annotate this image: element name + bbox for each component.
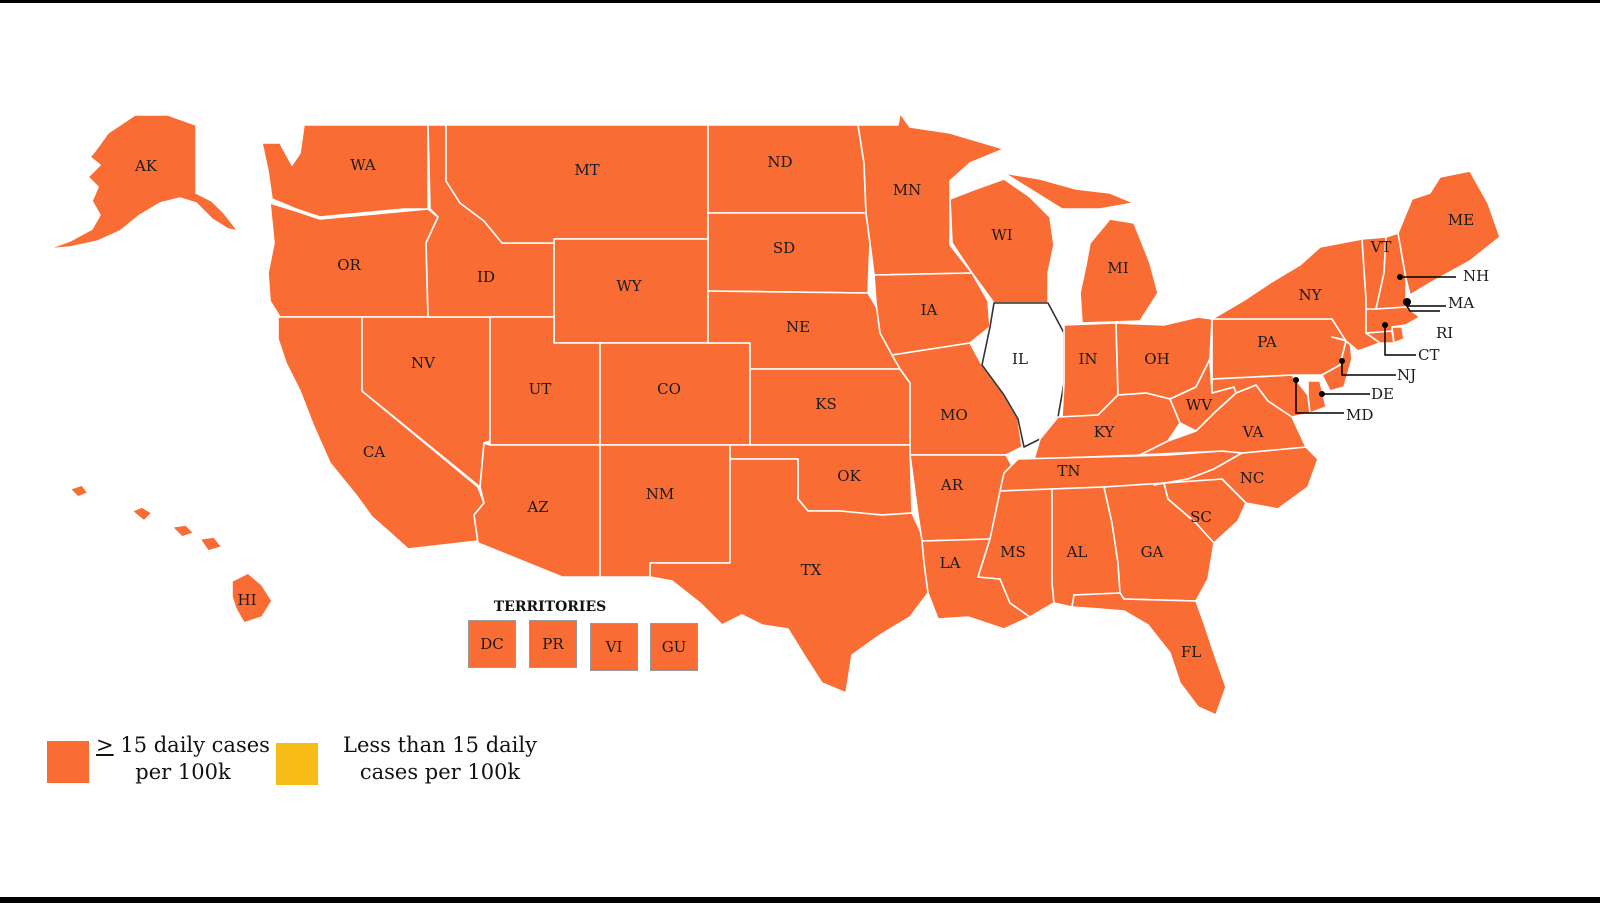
label-mn: MN (893, 181, 921, 199)
state-labels: AK WA OR CA NV ID MT WY UT CO AZ NM ND S… (134, 153, 1489, 661)
state-md (1211, 374, 1311, 418)
legend-high-line1: 15 daily cases (113, 733, 270, 757)
state-hi (171, 524, 195, 538)
map-frame: AK WA OR CA NV ID MT WY UT CO AZ NM ND S… (0, 3, 1600, 897)
label-fl: FL (1181, 643, 1201, 661)
state-tx (649, 458, 929, 694)
label-id: ID (477, 268, 495, 286)
territory-gu: GU (650, 623, 698, 671)
territory-dc: DC (468, 620, 516, 668)
label-tn: TN (1057, 462, 1080, 480)
state-wi (949, 178, 1055, 304)
legend-swatch-low (276, 743, 318, 785)
state-fl (1071, 592, 1227, 716)
label-ar: AR (940, 476, 964, 494)
label-ca: CA (363, 443, 385, 461)
label-co: CO (657, 380, 681, 398)
label-ny: NY (1298, 286, 1322, 304)
callout-leaders (1295, 276, 1456, 414)
legend-swatch-high (47, 741, 89, 783)
label-mo: MO (940, 406, 968, 424)
state-pa (1211, 318, 1347, 380)
state-hi (69, 484, 89, 498)
legend-low-line2: cases per 100k (359, 760, 521, 784)
label-al: AL (1066, 543, 1088, 561)
label-tx: TX (801, 561, 822, 579)
state-ca (277, 316, 485, 550)
state-ak (47, 114, 239, 250)
label-nj: NJ (1397, 366, 1416, 384)
label-in: IN (1078, 350, 1097, 368)
label-wv: WV (1186, 396, 1213, 414)
label-mt: MT (574, 161, 599, 179)
territories-title: TERRITORIES (493, 599, 607, 615)
legend-label-high: > 15 daily cases per 100k (92, 732, 274, 786)
label-or: OR (337, 256, 361, 274)
label-az: AZ (526, 498, 548, 516)
label-ia: IA (921, 301, 938, 319)
label-va: VA (1242, 423, 1264, 441)
state-mo (891, 342, 1023, 456)
label-md: MD (1346, 406, 1373, 424)
territory-vi: VI (590, 623, 638, 671)
state-hi (231, 572, 273, 624)
label-nv: NV (411, 354, 436, 372)
legend-ge-symbol: > (96, 733, 114, 757)
state-wa (261, 124, 429, 218)
state-ri (1391, 326, 1405, 344)
label-ct: CT (1418, 346, 1439, 364)
label-nc: NC (1240, 469, 1265, 487)
label-ms: MS (1000, 543, 1026, 561)
state-mi (1079, 218, 1159, 324)
label-wi: WI (991, 226, 1012, 244)
territory-pr: PR (529, 620, 577, 668)
label-ne: NE (786, 318, 810, 336)
states-layer (47, 112, 1501, 716)
territory-pr-label: PR (542, 635, 564, 653)
label-la: LA (940, 554, 961, 572)
label-me: ME (1448, 211, 1474, 229)
legend-label-low: Less than 15 daily cases per 100k (334, 732, 546, 786)
label-sd: SD (773, 239, 795, 257)
state-mi (1003, 172, 1135, 210)
label-ri: RI (1436, 324, 1453, 342)
label-pa: PA (1257, 333, 1277, 351)
legend-low-line1: Less than 15 daily (343, 733, 537, 757)
label-hi: HI (237, 591, 256, 609)
state-sd (707, 212, 871, 294)
callout-dots (1293, 274, 1411, 397)
label-nh: NH (1463, 267, 1489, 285)
label-wa: WA (350, 156, 376, 174)
state-hi (199, 536, 223, 552)
territory-vi-label: VI (605, 638, 623, 656)
label-ky: KY (1094, 423, 1116, 441)
label-ok: OK (837, 467, 861, 485)
state-hi (131, 506, 153, 522)
label-ma: MA (1448, 294, 1474, 312)
label-vt: VT (1370, 238, 1392, 256)
label-nd: ND (767, 153, 792, 171)
label-sc: SC (1190, 508, 1212, 526)
label-ga: GA (1141, 543, 1164, 561)
label-de: DE (1371, 385, 1394, 403)
state-de (1307, 380, 1327, 414)
territory-dc-label: DC (480, 635, 504, 653)
label-wy: WY (616, 277, 642, 295)
us-map: AK WA OR CA NV ID MT WY UT CO AZ NM ND S… (47, 112, 1501, 716)
state-mn (857, 112, 1005, 276)
label-ut: UT (529, 380, 552, 398)
label-ks: KS (815, 395, 836, 413)
territory-gu-label: GU (661, 638, 687, 656)
state-nj (1321, 336, 1353, 392)
state-me (1397, 170, 1501, 296)
legend-high-line2: per 100k (135, 760, 231, 784)
label-il: IL (1012, 350, 1028, 368)
state-il (981, 302, 1065, 448)
state-nm (599, 444, 731, 578)
label-oh: OH (1144, 350, 1169, 368)
state-nc (1153, 446, 1319, 510)
label-nm: NM (646, 485, 674, 503)
label-ak: AK (134, 157, 158, 175)
label-mi: MI (1107, 259, 1128, 277)
